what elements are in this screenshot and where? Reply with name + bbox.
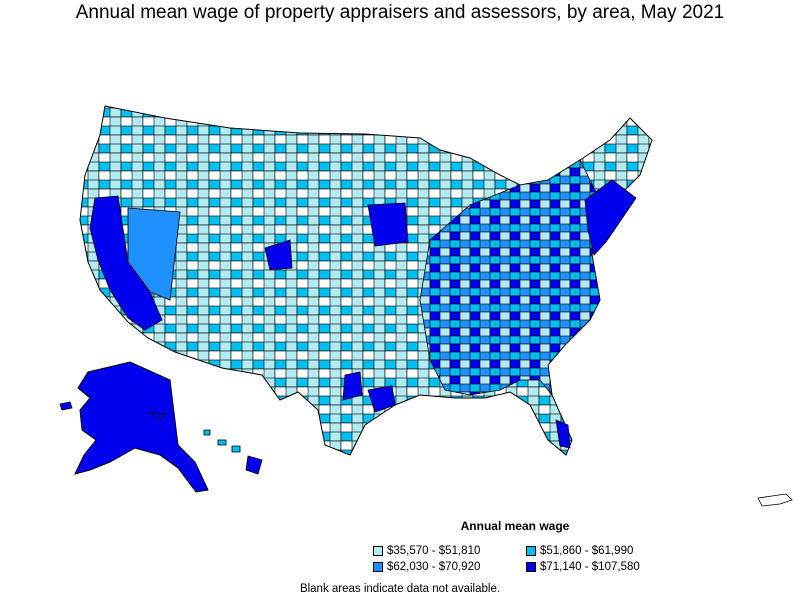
- hawaii-oahu: [217, 439, 227, 446]
- alaska-island-1: [59, 401, 73, 411]
- legend-swatch-2: [526, 546, 536, 556]
- puerto-rico: [757, 493, 793, 507]
- legend-label-1: $35,570 - $51,810: [387, 545, 481, 557]
- legend-swatch-4: [526, 562, 536, 572]
- colorado-high-wage: [264, 239, 293, 271]
- eastern-us-region: [419, 159, 601, 397]
- legend-swatch-3: [373, 562, 383, 572]
- legend: $35,570 - $51,810 $51,860 - $61,990 $62,…: [373, 545, 693, 577]
- alaska: [74, 361, 209, 493]
- legend-label-3: $62,030 - $70,920: [387, 561, 481, 573]
- hawaii-kauai: [203, 429, 211, 436]
- legend-title: Annual mean wage: [460, 519, 570, 533]
- legend-item-4: $71,140 - $107,580: [526, 561, 640, 573]
- no-data-note: Blank areas indicate data not available.: [299, 583, 501, 595]
- legend-item-3: $62,030 - $70,920: [373, 561, 480, 573]
- hawaii-maui: [231, 445, 241, 453]
- hawaii-main: [245, 455, 263, 475]
- alaska-island-2: [148, 411, 167, 421]
- legend-swatch-1: [373, 546, 383, 556]
- california-high-wage: [89, 195, 163, 331]
- minnesota-high-wage: [367, 202, 409, 247]
- map-title: Annual mean wage of property appraisers …: [75, 2, 725, 23]
- legend-item-1: $35,570 - $51,810: [373, 545, 480, 557]
- legend-label-2: $51,860 - $61,990: [540, 545, 634, 557]
- northeast-high-wage: [584, 179, 637, 256]
- texas-high-wage-2: [342, 371, 363, 401]
- florida-high-wage: [555, 419, 571, 449]
- legend-item-2: $51,860 - $61,990: [526, 545, 633, 557]
- nevada-region: [127, 207, 181, 301]
- texas-high-wage: [367, 385, 396, 413]
- legend-label-4: $71,140 - $107,580: [540, 561, 640, 573]
